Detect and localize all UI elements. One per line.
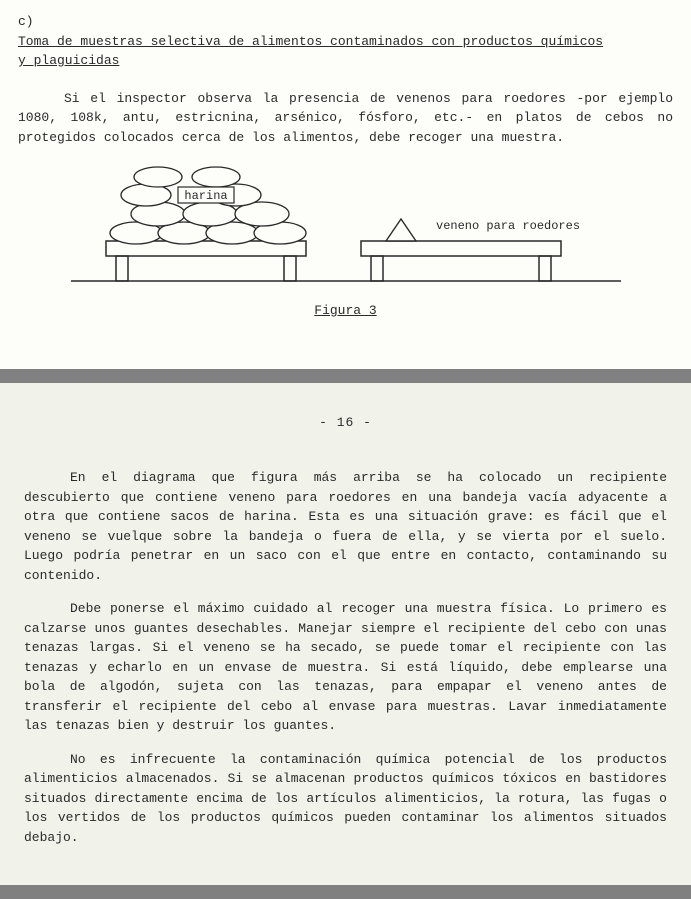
page-number: - 16 - <box>24 413 667 433</box>
paragraph-2: Debe ponerse el máximo cuidado al recoge… <box>24 599 667 736</box>
page-bottom: - 16 - En el diagrama que figura más arr… <box>0 383 691 886</box>
section-marker: c) <box>18 12 68 32</box>
paragraph-3: No es infrecuente la contaminación quími… <box>24 750 667 848</box>
page-top: c) Toma de muestras selectiva de aliment… <box>0 0 691 369</box>
section-heading: c) Toma de muestras selectiva de aliment… <box>18 12 673 71</box>
section-title: Toma de muestras selectiva de alimentos … <box>18 32 618 71</box>
paragraph-1: En el diagrama que figura más arriba se … <box>24 468 667 585</box>
figure-label-right: veneno para roedores <box>436 219 580 233</box>
figure-3-svg: harina veneno para roedores <box>66 161 626 291</box>
figure-label-left: harina <box>184 189 227 203</box>
figure-3: harina veneno para roedores Figura 3 <box>18 161 673 321</box>
paragraph-intro: Si el inspector observa la presencia de … <box>18 89 673 148</box>
figure-caption: Figura 3 <box>18 301 673 321</box>
